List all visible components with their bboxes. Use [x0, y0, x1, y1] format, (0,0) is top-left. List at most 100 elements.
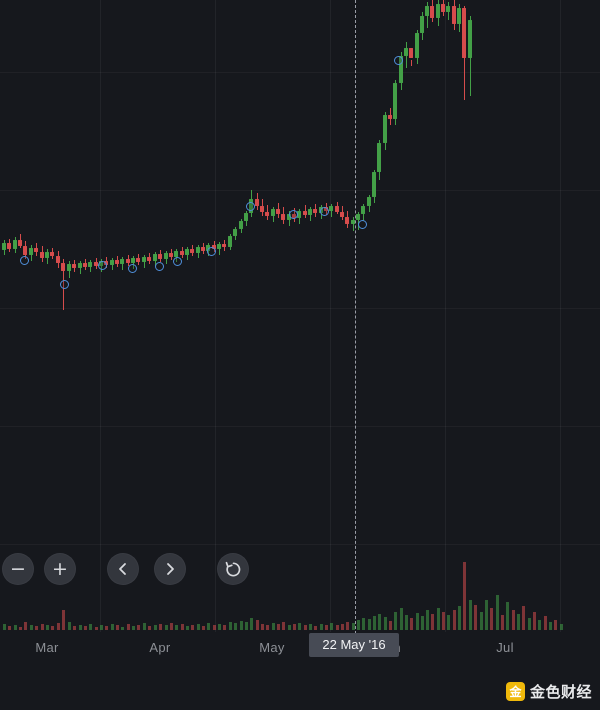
- candle-body: [468, 20, 472, 58]
- trade-marker-circle[interactable]: [98, 261, 107, 270]
- candle-body: [56, 256, 60, 263]
- candle-body: [265, 212, 269, 216]
- volume-bar: [271, 623, 275, 630]
- volume-bar: [543, 616, 547, 630]
- volume-bar: [45, 625, 49, 630]
- volume-bar: [185, 626, 189, 630]
- candle-body: [120, 259, 124, 264]
- candle-body: [452, 6, 456, 24]
- candle-body: [441, 4, 445, 12]
- pan-left-button[interactable]: [107, 553, 139, 585]
- trade-marker-circle[interactable]: [320, 207, 329, 216]
- axis-label-month: May: [259, 640, 285, 655]
- volume-bar: [88, 624, 92, 630]
- candle-body: [115, 260, 119, 264]
- volume-bar: [206, 623, 210, 630]
- trade-marker-circle[interactable]: [173, 257, 182, 266]
- candle-body: [228, 236, 232, 247]
- volume-bar: [18, 627, 22, 630]
- trade-marker-circle[interactable]: [20, 256, 29, 265]
- volume-bar: [462, 562, 466, 630]
- candle-body: [158, 254, 162, 259]
- crosshair-vertical-line: [355, 0, 356, 634]
- volume-bar: [40, 624, 44, 630]
- volume-bar: [196, 624, 200, 630]
- volume-bar: [244, 622, 248, 630]
- candle-body: [297, 211, 301, 218]
- candle-body: [201, 247, 205, 251]
- candle-body: [329, 206, 333, 211]
- candle-body: [147, 257, 151, 261]
- volume-bar: [351, 623, 355, 630]
- trade-marker-circle[interactable]: [128, 264, 137, 273]
- candle-body: [361, 206, 365, 214]
- volume-bar: [287, 625, 291, 630]
- volume-bar: [361, 618, 365, 630]
- volume-bar: [50, 626, 54, 630]
- volume-bar: [153, 625, 157, 630]
- volume-bar: [83, 626, 87, 630]
- brand-name: 金色财经: [529, 684, 592, 701]
- candle-body: [88, 262, 92, 267]
- candle-body: [388, 115, 392, 119]
- volume-bar: [319, 624, 323, 630]
- volume-bar: [281, 622, 285, 630]
- volume-bar: [473, 605, 477, 630]
- gridline-horizontal: [0, 544, 600, 545]
- trade-marker-circle[interactable]: [358, 220, 367, 229]
- volume-bar: [329, 623, 333, 630]
- reset-view-button[interactable]: [217, 553, 249, 585]
- volume-bar: [345, 622, 349, 630]
- volume-bar: [126, 624, 130, 630]
- trade-marker-circle[interactable]: [289, 210, 298, 219]
- volume-bar: [372, 616, 376, 630]
- candle-body: [2, 243, 6, 250]
- candle-wick: [411, 60, 412, 66]
- candle-body: [303, 211, 307, 215]
- volume-bar: [13, 625, 17, 630]
- reset-rotate-ccw-icon: [225, 561, 242, 578]
- candle-body: [196, 247, 200, 253]
- volume-bar: [174, 625, 178, 630]
- volume-bar: [239, 621, 243, 630]
- volume-bar: [104, 626, 108, 630]
- axis-label-month: Jul: [496, 640, 514, 655]
- volume-bar: [388, 621, 392, 630]
- candle-body: [18, 240, 22, 246]
- trade-marker-circle[interactable]: [394, 56, 403, 65]
- candle-body: [372, 172, 376, 197]
- volume-bar: [415, 613, 419, 630]
- volume-bar: [537, 620, 541, 630]
- axis-label-month: Apr: [149, 640, 171, 655]
- volume-bar: [527, 618, 531, 630]
- candle-body: [136, 258, 140, 262]
- candle-body: [409, 48, 413, 58]
- volume-bar: [356, 620, 360, 630]
- zoom-in-button[interactable]: +: [44, 553, 76, 585]
- volume-bar: [131, 626, 135, 630]
- trade-marker-circle[interactable]: [60, 280, 69, 289]
- candle-body: [217, 244, 221, 249]
- zoom-out-button[interactable]: −: [2, 553, 34, 585]
- trade-marker-circle[interactable]: [207, 247, 216, 256]
- volume-bar: [399, 608, 403, 630]
- gridline-horizontal: [0, 72, 600, 73]
- volume-bar: [457, 606, 461, 630]
- candle-body: [45, 252, 49, 258]
- candle-body: [34, 248, 38, 252]
- volume-bar: [521, 606, 525, 630]
- candle-body: [430, 6, 434, 18]
- volume-bar: [276, 624, 280, 630]
- volume-bar: [190, 625, 194, 630]
- candle-body: [29, 248, 33, 255]
- candle-body: [276, 209, 280, 214]
- pan-right-button[interactable]: [154, 553, 186, 585]
- brand-logo-icon: 金: [505, 682, 525, 701]
- candle-body: [40, 252, 44, 258]
- trade-marker-circle[interactable]: [155, 262, 164, 271]
- volume-bar: [2, 624, 6, 630]
- trade-marker-circle[interactable]: [246, 202, 255, 211]
- volume-bar: [29, 625, 33, 630]
- volume-bar: [158, 624, 162, 630]
